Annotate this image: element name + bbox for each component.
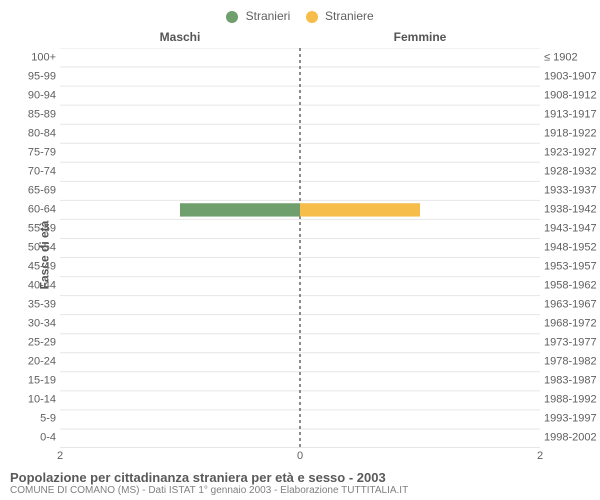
age-label: 5-9 [0, 414, 56, 425]
birth-year-label: 1998-2002 [544, 433, 600, 444]
age-label: 90-94 [0, 90, 56, 101]
birth-year-label: 1973-1977 [544, 338, 600, 349]
legend-swatch-female [306, 11, 318, 23]
legend-item-male: Stranieri [226, 9, 290, 23]
population-pyramid-chart: Stranieri Straniere Maschi Femmine Fasce… [0, 0, 600, 500]
age-label: 50-54 [0, 243, 56, 254]
column-title-female: Femmine [390, 30, 450, 44]
age-label: 60-64 [0, 204, 56, 215]
birth-year-label: 1968-1972 [544, 319, 600, 330]
birth-year-label: ≤ 1902 [544, 52, 600, 63]
birth-year-label: 1978-1982 [544, 357, 600, 368]
birth-year-label: 1958-1962 [544, 281, 600, 292]
legend-item-female: Straniere [306, 9, 374, 23]
birth-year-label: 1923-1927 [544, 147, 600, 158]
age-label: 45-49 [0, 262, 56, 273]
birth-year-label: 1908-1912 [544, 90, 600, 101]
age-label: 10-14 [0, 395, 56, 406]
age-label: 95-99 [0, 71, 56, 82]
x-tick-label: 2 [57, 450, 63, 462]
legend: Stranieri Straniere [0, 8, 600, 23]
age-label: 30-34 [0, 319, 56, 330]
birth-year-label: 1928-1932 [544, 166, 600, 177]
age-label: 20-24 [0, 357, 56, 368]
birth-year-label: 1993-1997 [544, 414, 600, 425]
legend-label-male: Stranieri [246, 9, 291, 23]
age-label: 65-69 [0, 185, 56, 196]
birth-year-label: 1943-1947 [544, 223, 600, 234]
y-right-labels: ≤ 1902 1903-1907 1908-1912 1913-1917 1918-19… [544, 48, 600, 448]
birth-year-label: 1988-1992 [544, 395, 600, 406]
legend-swatch-male [226, 11, 238, 23]
birth-year-label: 1913-1917 [544, 109, 600, 120]
age-label: 70-74 [0, 166, 56, 177]
plot-area [60, 48, 540, 448]
age-label: 15-19 [0, 376, 56, 387]
age-label: 100+ [0, 52, 56, 63]
age-label: 75-79 [0, 147, 56, 158]
age-label: 25-29 [0, 338, 56, 349]
x-axis-labels: 2 0 2 [60, 450, 540, 464]
chart-footer: Popolazione per cittadinanza straniera p… [10, 470, 590, 496]
x-tick-label: 2 [537, 450, 543, 462]
age-label: 40-44 [0, 281, 56, 292]
age-label: 55-59 [0, 223, 56, 234]
chart-title: Popolazione per cittadinanza straniera p… [10, 470, 590, 485]
birth-year-label: 1918-1922 [544, 128, 600, 139]
legend-label-female: Straniere [325, 9, 374, 23]
plot-svg [60, 48, 540, 448]
birth-year-label: 1938-1942 [544, 204, 600, 215]
column-title-male: Maschi [150, 30, 210, 44]
age-label: 80-84 [0, 128, 56, 139]
birth-year-label: 1933-1937 [544, 185, 600, 196]
chart-subtitle: COMUNE DI COMANO (MS) - Dati ISTAT 1° ge… [10, 485, 590, 496]
y-left-labels: 100+ 95-99 90-94 85-89 80-84 75-79 70-74 65-69 6… [0, 48, 56, 448]
age-label: 0-4 [0, 433, 56, 444]
birth-year-label: 1903-1907 [544, 71, 600, 82]
birth-year-label: 1963-1967 [544, 300, 600, 311]
age-label: 85-89 [0, 109, 56, 120]
birth-year-label: 1953-1957 [544, 262, 600, 273]
age-label: 35-39 [0, 300, 56, 311]
x-tick-label: 0 [297, 450, 303, 462]
birth-year-label: 1948-1952 [544, 243, 600, 254]
birth-year-label: 1983-1987 [544, 376, 600, 387]
